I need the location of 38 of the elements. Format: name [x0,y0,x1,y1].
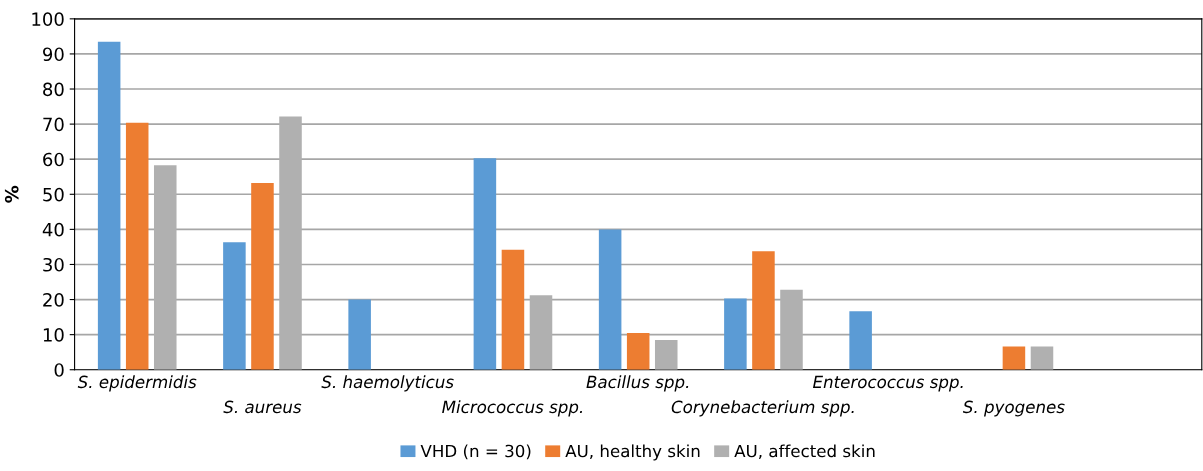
legend-label: AU, healthy skin [565,444,700,461]
y-tick-label: 100 [32,12,64,26]
bar [626,332,650,370]
y-tick-label: 50 [43,187,64,202]
bar [1002,346,1026,370]
bar [501,249,525,370]
bar [348,299,371,370]
bar [598,229,622,370]
bar [752,251,775,370]
x-tick-label: S. aureus [223,400,302,414]
y-tick-label: 70 [43,117,64,132]
x-tick-label: Enterococcus spp. [812,375,963,392]
bar [251,183,274,370]
y-tick-label: 0 [54,363,64,377]
bar [97,41,121,370]
x-tick-label: Corynebacterium spp. [671,400,854,417]
y-axis-title: % [4,185,19,203]
y-tick-label: 90 [43,47,64,62]
y-tick-label: 40 [42,222,64,237]
bar [724,298,747,370]
bar [1030,346,1054,370]
bar [125,122,149,370]
y-tick-label: 60 [43,152,64,167]
bar [654,339,678,370]
x-tick-label: Bacillus spp. [586,375,689,392]
bar [849,311,872,370]
y-tick-label: 10 [43,328,64,342]
x-tick-label: Micrococcus spp. [442,400,583,417]
bar [223,242,246,370]
y-tick-label: 80 [43,82,64,97]
legend-label: VHD (n = 30) [420,444,531,460]
bar [473,158,497,370]
legend-label: AU, affected skin [734,444,875,459]
y-tick-label: 30 [43,257,64,272]
x-tick-label: S. pyogenes [962,400,1065,417]
y-tick-label: 20 [43,293,64,307]
x-tick-label: S. epidermidis [77,375,197,392]
x-tick-label: S. haemolyticus [321,375,454,392]
